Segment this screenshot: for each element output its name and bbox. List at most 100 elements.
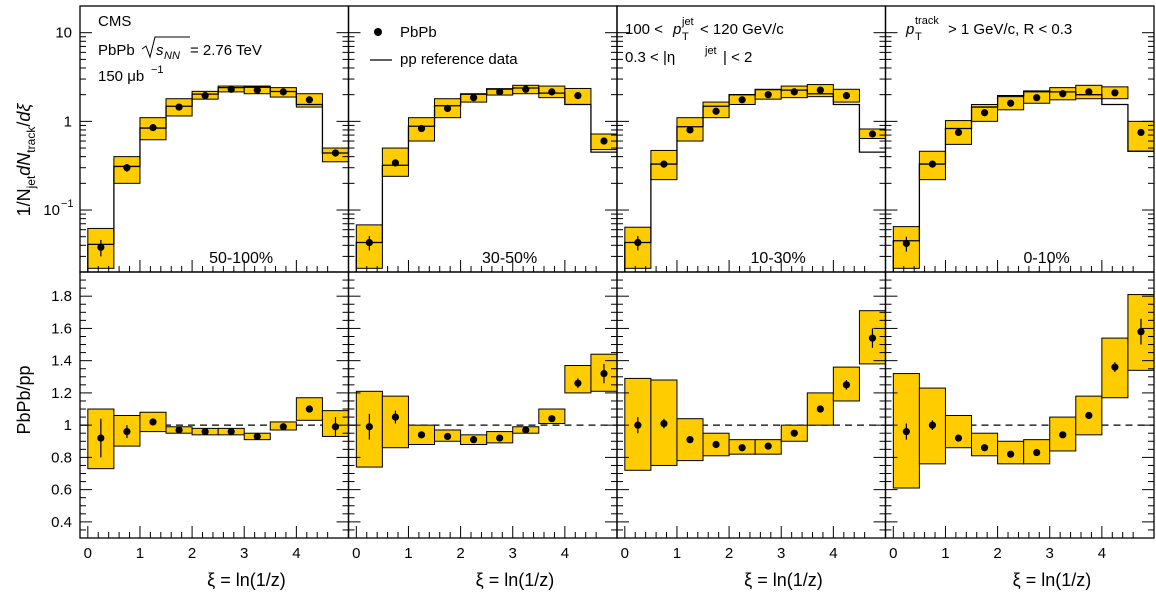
x-tick-label: 3 <box>777 545 785 562</box>
top-panel-frame <box>347 5 618 273</box>
pbpb-point <box>660 160 668 168</box>
x-tick-label: 4 <box>561 545 569 562</box>
pbpb-point <box>1059 90 1067 98</box>
legend-pp-label: pp reference data <box>400 51 518 68</box>
pbpb-point <box>227 85 235 93</box>
y-tick-label-bottom: 1.2 <box>51 385 72 402</box>
svg-text:T: T <box>915 31 922 43</box>
x-axis-label: ξ = ln(1/z) <box>207 570 286 590</box>
svg-text:100 <: 100 < <box>625 21 663 38</box>
svg-text:< 120 GeV/c: < 120 GeV/c <box>700 21 784 38</box>
pbpb-point <box>201 92 209 100</box>
ratio-point <box>902 428 910 436</box>
pbpb-point <box>548 88 556 96</box>
svg-text:p: p <box>905 21 914 38</box>
pbpb-point <box>980 109 989 117</box>
pbpb-point <box>253 86 261 94</box>
ratio-point <box>980 444 989 452</box>
y-tick-label-bottom: 0.6 <box>51 482 72 499</box>
y-tick-label-bottom: 1.8 <box>51 288 72 305</box>
pbpb-point <box>1137 128 1145 137</box>
svg-text:−1: −1 <box>151 64 164 76</box>
pbpb-point <box>522 85 530 93</box>
ratio-point <box>954 434 963 442</box>
pbpb-point <box>97 243 105 251</box>
pbpb-point <box>954 128 963 137</box>
ratio-point <box>227 428 235 436</box>
y-tick-label-top: 10 <box>43 202 60 219</box>
ratio-point <box>123 428 131 436</box>
ratio-point <box>496 434 504 442</box>
x-tick-label: 2 <box>456 545 464 562</box>
track-cut-label: p T track > 1 GeV/c, R < 0.3 <box>905 15 1072 43</box>
ratio-point <box>738 444 746 452</box>
x-tick-label: 3 <box>1046 545 1054 562</box>
ratio-point <box>764 442 772 450</box>
legend: PbPb pp reference data <box>370 24 518 68</box>
y-tick-label-bottom: 1.6 <box>51 320 72 337</box>
svg-text:T: T <box>682 31 689 43</box>
panel-2: 0 1 2 3 4 30-50% ξ = ln(1/z) <box>347 5 618 590</box>
ratio-point <box>1007 450 1015 458</box>
x-tick-label: 3 <box>240 545 248 562</box>
ratio-point <box>816 405 824 413</box>
ratio-point <box>417 431 426 439</box>
pbpb-point <box>764 91 772 99</box>
pbpb-point <box>902 239 910 248</box>
pbpb-point <box>928 160 937 168</box>
y-tick-label-exponent: −1 <box>61 198 74 210</box>
pbpb-point <box>868 130 877 138</box>
x-tick-label: 1 <box>673 545 681 562</box>
x-tick-label: 0 <box>84 545 92 562</box>
ratio-point <box>868 334 877 342</box>
ratio-point <box>1085 411 1093 420</box>
x-axis-label: ξ = ln(1/z) <box>476 570 555 590</box>
jet-pt-cut-label: 100 < p T jet < 120 GeV/c <box>625 16 784 43</box>
ratio-point <box>712 440 720 449</box>
ratio-point <box>548 415 556 423</box>
ratio-point <box>790 429 798 437</box>
jet-eta-cut-label: 0.3 < |η jet | < 2 <box>625 45 752 66</box>
x-tick-label: 2 <box>188 545 196 562</box>
bottom-panel-frame <box>884 271 1155 539</box>
ratio-point <box>842 381 850 389</box>
x-tick-label: 0 <box>352 545 360 562</box>
y-tick-label-bottom: 1.4 <box>51 353 72 370</box>
pbpb-point <box>470 94 478 102</box>
pp-reference-histogram <box>87 86 349 272</box>
top-panel-frame <box>616 5 887 273</box>
pbpb-point <box>305 96 313 104</box>
pbpb-point <box>123 164 131 172</box>
ratio-point <box>634 421 642 429</box>
ratio-point <box>279 423 287 431</box>
x-tick-label: 4 <box>292 545 300 562</box>
pbpb-point <box>365 238 373 247</box>
pbpb-point <box>496 88 504 96</box>
pbpb-point <box>331 149 340 157</box>
centrality-label: 10-30% <box>751 250 806 267</box>
ratio-point <box>97 434 105 442</box>
pbpb-point <box>1033 94 1041 102</box>
centrality-label: 0-10% <box>1023 250 1069 267</box>
ratio-point <box>331 423 340 431</box>
svg-text:> 1 GeV/c, R < 0.3: > 1 GeV/c, R < 0.3 <box>948 21 1072 38</box>
pbpb-point <box>1085 88 1093 96</box>
svg-text:| < 2: | < 2 <box>723 49 752 66</box>
panel-1: 0 1 2 3 4 50-100% ξ = ln(1/z) <box>79 5 350 590</box>
pbpb-point <box>842 92 850 100</box>
ratio-point <box>253 432 261 441</box>
x-tick-label: 4 <box>829 545 837 562</box>
x-tick-label: 3 <box>509 545 517 562</box>
centrality-label: 50-100% <box>209 250 273 267</box>
ratio-point <box>1059 431 1067 439</box>
x-tick-label: 1 <box>404 545 412 562</box>
ratio-point <box>305 405 313 413</box>
x-tick-label: 2 <box>725 545 733 562</box>
svg-text:0.3 < |η: 0.3 < |η <box>625 49 675 66</box>
legend-pbpb-label: PbPb <box>400 24 437 41</box>
pp-reference-histogram <box>355 87 617 272</box>
x-axis-label: ξ = ln(1/z) <box>1013 570 1092 590</box>
pbpb-point <box>175 103 183 111</box>
pbpb-point <box>1007 99 1015 107</box>
